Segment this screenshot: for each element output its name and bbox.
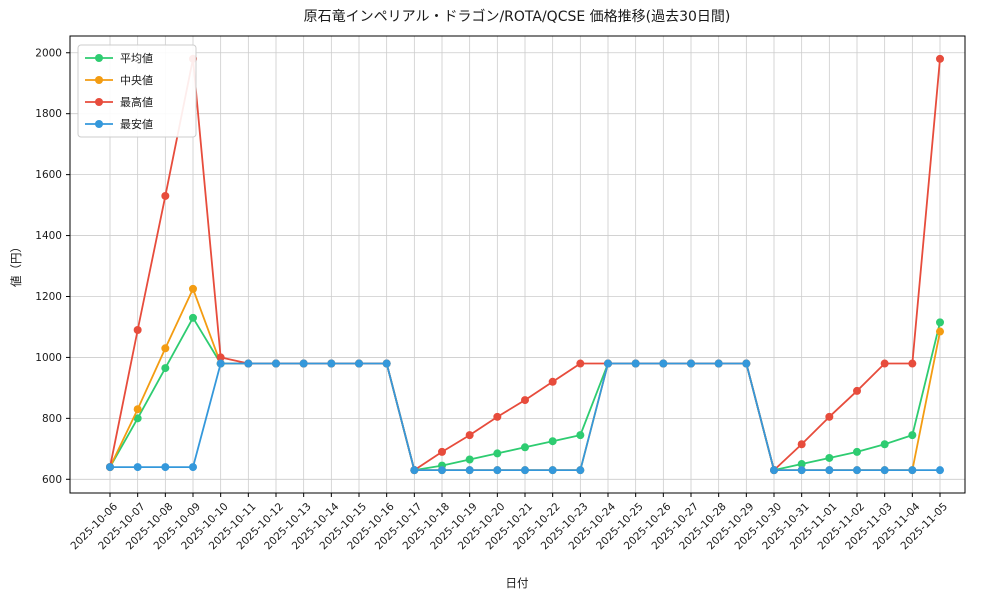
y-tick-label: 1600 bbox=[35, 169, 62, 181]
y-tick-label: 600 bbox=[42, 474, 62, 486]
data-point bbox=[438, 466, 446, 475]
data-point bbox=[576, 466, 585, 475]
legend-entry-平均値: 平均値 bbox=[85, 52, 153, 65]
data-point bbox=[106, 463, 114, 472]
data-point bbox=[631, 359, 640, 368]
data-point bbox=[908, 431, 917, 440]
data-point bbox=[244, 359, 253, 368]
data-point bbox=[936, 327, 944, 336]
legend-box bbox=[77, 44, 197, 138]
data-point bbox=[908, 359, 917, 368]
chart-root: 6008001000120014001600180020002025-10-06… bbox=[35, 35, 966, 552]
data-point bbox=[908, 466, 917, 475]
y-tick-label: 1400 bbox=[35, 230, 62, 242]
legend-entry-最高値: 最高値 bbox=[85, 95, 153, 109]
data-point bbox=[272, 359, 280, 368]
data-point bbox=[548, 466, 557, 475]
data-point bbox=[161, 364, 170, 373]
data-point bbox=[797, 466, 806, 475]
data-point bbox=[327, 359, 336, 368]
data-point bbox=[880, 359, 889, 368]
data-point bbox=[465, 431, 474, 440]
data-point bbox=[133, 414, 142, 423]
data-point bbox=[853, 386, 861, 395]
legend-label: 平均値 bbox=[120, 52, 153, 65]
y-tick-label: 1000 bbox=[35, 352, 62, 364]
data-point bbox=[493, 412, 502, 421]
y-tick-label: 2000 bbox=[35, 47, 62, 59]
plot-area bbox=[70, 36, 965, 493]
legend-entry-最安値: 最安値 bbox=[85, 117, 153, 131]
data-point bbox=[189, 313, 197, 322]
data-point bbox=[216, 353, 225, 362]
data-point bbox=[797, 440, 806, 449]
data-point bbox=[133, 326, 142, 335]
chart-title: 原石竜インペリアル・ドラゴン/ROTA/QCSE 価格推移(過去30日間) bbox=[304, 8, 731, 25]
data-point bbox=[853, 447, 861, 456]
data-point bbox=[216, 359, 225, 368]
y-tick-label: 1200 bbox=[35, 291, 62, 303]
data-point bbox=[299, 359, 308, 368]
data-point bbox=[825, 466, 834, 475]
series-最安値 bbox=[106, 359, 944, 475]
data-point bbox=[521, 443, 529, 452]
data-point bbox=[465, 455, 474, 464]
data-point bbox=[880, 466, 889, 475]
data-point bbox=[548, 437, 557, 446]
data-point bbox=[936, 54, 944, 63]
data-point bbox=[189, 463, 197, 472]
data-point bbox=[161, 463, 170, 472]
data-point bbox=[853, 466, 861, 475]
data-point bbox=[936, 466, 944, 475]
data-point bbox=[687, 359, 695, 368]
data-point bbox=[355, 359, 363, 368]
data-point bbox=[936, 318, 944, 327]
y-tick-label: 1800 bbox=[35, 108, 62, 120]
legend-marker bbox=[95, 98, 103, 106]
data-point bbox=[493, 449, 502, 458]
data-point bbox=[161, 344, 170, 353]
data-point bbox=[438, 447, 446, 456]
data-point bbox=[161, 191, 170, 200]
data-point bbox=[797, 460, 806, 469]
legend-label: 中央値 bbox=[120, 74, 153, 87]
data-point bbox=[659, 359, 668, 368]
legend-entry-中央値: 中央値 bbox=[85, 74, 153, 87]
data-point bbox=[133, 405, 142, 414]
data-point bbox=[133, 463, 142, 472]
plot-border bbox=[69, 35, 966, 494]
data-point bbox=[714, 359, 723, 368]
data-point bbox=[465, 466, 474, 475]
data-point bbox=[189, 284, 197, 293]
data-point bbox=[825, 453, 834, 462]
data-point bbox=[576, 359, 585, 368]
data-point bbox=[521, 466, 529, 475]
data-point bbox=[604, 359, 612, 368]
legend-marker bbox=[95, 120, 103, 128]
legend-marker bbox=[95, 54, 103, 62]
y-axis-label: 値（円） bbox=[9, 241, 23, 287]
data-point bbox=[742, 359, 751, 368]
y-tick-label: 800 bbox=[42, 413, 62, 425]
data-point bbox=[576, 431, 585, 440]
x-axis-label: 日付 bbox=[506, 576, 529, 590]
legend-marker bbox=[95, 76, 103, 84]
legend-label: 最安値 bbox=[120, 117, 153, 131]
data-point bbox=[410, 466, 419, 475]
data-point bbox=[548, 377, 557, 386]
data-point bbox=[880, 440, 889, 449]
data-point bbox=[382, 359, 391, 368]
data-point bbox=[521, 396, 529, 405]
data-point bbox=[825, 412, 834, 421]
data-point bbox=[770, 466, 778, 475]
data-point bbox=[493, 466, 502, 475]
legend-label: 最高値 bbox=[120, 95, 153, 109]
